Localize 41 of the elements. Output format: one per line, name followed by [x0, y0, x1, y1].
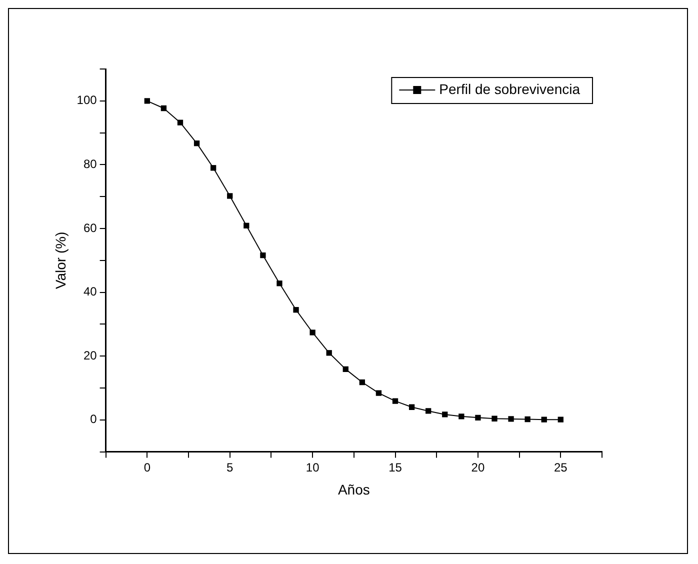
point [541, 416, 547, 422]
point [558, 416, 564, 422]
x-tick-label: 20 [471, 460, 485, 474]
point [426, 408, 432, 414]
point [408, 404, 415, 410]
y-tick-label: 60 [83, 220, 98, 235]
point [342, 366, 348, 372]
y-tick-label: 80 [83, 157, 98, 172]
y-tick-label: 100 [76, 93, 98, 108]
x-tick-label: 0 [144, 460, 151, 474]
point [376, 390, 382, 396]
x-tick-label: 25 [554, 460, 568, 474]
point [458, 414, 464, 420]
point [244, 222, 250, 228]
point [508, 416, 514, 422]
point [310, 330, 316, 336]
point [227, 193, 233, 199]
point [293, 307, 299, 313]
x-tick-label: 10 [306, 460, 320, 474]
point [210, 165, 216, 171]
point [492, 416, 498, 422]
y-tick-label: 20 [83, 348, 98, 362]
y-tick-label: 40 [83, 284, 98, 299]
y-axis-title: Valor (%) [52, 232, 68, 290]
point [442, 412, 448, 418]
point [326, 350, 332, 356]
point [144, 98, 150, 104]
point [524, 416, 530, 422]
point [475, 414, 481, 420]
point [359, 379, 366, 386]
x-tick-label: 15 [388, 460, 402, 474]
point [194, 140, 200, 146]
point [276, 280, 282, 286]
point [160, 105, 167, 112]
y-tick-label: 0 [90, 412, 98, 426]
legend-label: Perfil de sobrevivencia [439, 80, 580, 97]
x-axis-title: Años [338, 481, 370, 498]
point [260, 252, 266, 258]
point [177, 120, 184, 126]
x-tick-label: 5 [226, 460, 234, 474]
point [392, 398, 398, 404]
